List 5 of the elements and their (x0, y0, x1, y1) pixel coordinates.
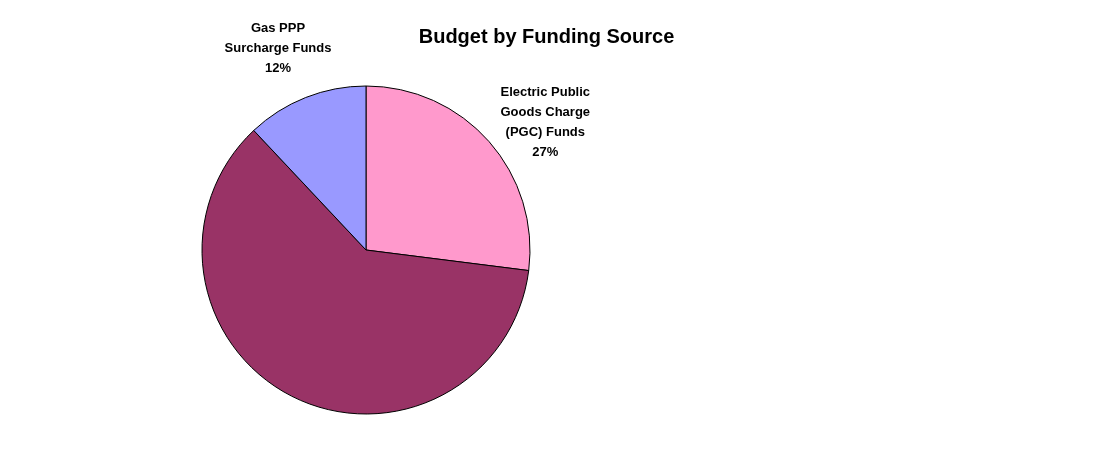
chart-title: Budget by Funding Source (418, 25, 675, 47)
data-label: 27% (532, 143, 559, 159)
data-label: 12% (265, 59, 292, 75)
slice-label: Electric Public Goods Charge (PGC) Funds (500, 83, 591, 139)
slice-label: Gas PPP Surcharge Funds (224, 19, 332, 55)
